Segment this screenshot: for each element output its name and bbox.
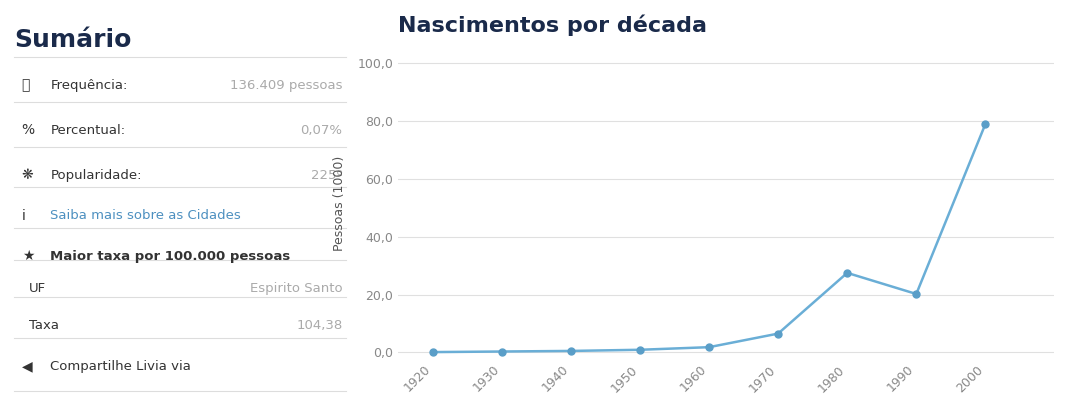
Text: ◀: ◀ bbox=[22, 359, 32, 373]
Text: Espirito Santo: Espirito Santo bbox=[250, 282, 342, 295]
Text: Sumário: Sumário bbox=[14, 28, 131, 53]
Text: Nascimentos por década: Nascimentos por década bbox=[398, 15, 707, 36]
Text: ★: ★ bbox=[22, 249, 34, 263]
Text: 🎭: 🎭 bbox=[22, 79, 30, 92]
Text: 225º: 225º bbox=[311, 168, 342, 182]
Text: i: i bbox=[22, 209, 26, 223]
Text: UF: UF bbox=[29, 282, 46, 295]
Text: 136.409 pessoas: 136.409 pessoas bbox=[230, 79, 342, 92]
Text: Taxa: Taxa bbox=[29, 319, 59, 332]
Text: Compartilhe Livia via: Compartilhe Livia via bbox=[51, 360, 192, 373]
Text: Saiba mais sobre as Cidades: Saiba mais sobre as Cidades bbox=[51, 209, 241, 222]
Text: Frequência:: Frequência: bbox=[51, 79, 128, 92]
Text: Maior taxa por 100.000 pessoas: Maior taxa por 100.000 pessoas bbox=[51, 250, 291, 263]
Text: Popularidade:: Popularidade: bbox=[51, 168, 142, 182]
Y-axis label: Pessoas (1000): Pessoas (1000) bbox=[334, 156, 346, 251]
Text: %: % bbox=[22, 123, 34, 137]
Text: 104,38: 104,38 bbox=[296, 319, 342, 332]
Text: 0,07%: 0,07% bbox=[300, 124, 342, 137]
Text: ❋: ❋ bbox=[22, 168, 33, 182]
Text: Percentual:: Percentual: bbox=[51, 124, 126, 137]
